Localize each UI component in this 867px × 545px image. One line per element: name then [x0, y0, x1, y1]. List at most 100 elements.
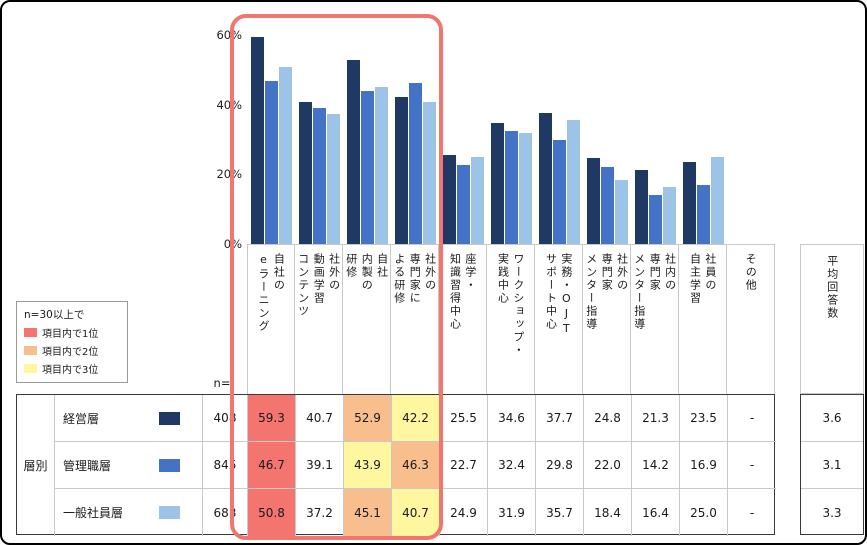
column-header: その他	[727, 244, 775, 394]
legend-item-rank3: 項目内で3位	[24, 361, 120, 376]
bar-一般社員層	[278, 67, 292, 244]
bar-group	[295, 35, 343, 244]
bar-経営層	[346, 59, 360, 244]
column-header: 社内の 専門家 メンター指導	[631, 244, 679, 394]
value-cell: 40.7	[392, 489, 440, 536]
value-cell: 46.7	[248, 442, 296, 489]
rank2-color-swatch	[24, 346, 37, 355]
value-cell: 32.4	[488, 442, 536, 489]
bar-一般社員層	[614, 179, 628, 244]
y-axis-tick: 20%	[216, 167, 242, 181]
column-header: 社外の 専門家に よる研修	[391, 244, 439, 394]
value-cell: 14.2	[632, 442, 680, 489]
legend-label: 項目内で3位	[42, 365, 99, 376]
column-header: 自社 内製の 研修	[343, 244, 391, 394]
bar-一般社員層	[374, 86, 388, 244]
bar-group	[679, 35, 727, 244]
value-cell: -	[728, 442, 776, 489]
bar-管理職層	[264, 81, 278, 244]
n-value-cell: 408	[203, 395, 248, 442]
bar-経営層	[538, 112, 552, 244]
bar-一般社員層	[710, 156, 724, 244]
n-equals-label: n=	[213, 376, 231, 390]
bar-一般社員層	[422, 102, 436, 244]
bar-経営層	[250, 37, 264, 244]
average-table: 3.6 3.1 3.3	[800, 394, 864, 535]
average-value-cell: 3.1	[801, 442, 863, 489]
column-header: 社外の 専門家 メンター指導	[583, 244, 631, 394]
bar-経営層	[394, 97, 408, 244]
bar-一般社員層	[326, 114, 340, 244]
bar-group	[439, 35, 487, 244]
legend-label: 項目内で1位	[42, 329, 99, 340]
bar-管理職層	[504, 131, 518, 244]
n-value-cell: 683	[203, 489, 248, 536]
value-cell: 23.5	[680, 395, 728, 442]
value-cell: 24.9	[440, 489, 488, 536]
bar-経営層	[490, 123, 504, 244]
value-cell: 52.9	[344, 395, 392, 442]
series-swatch	[159, 411, 180, 425]
bar-経営層	[442, 155, 456, 244]
rank3-color-swatch	[24, 364, 37, 373]
bar-経営層	[298, 102, 312, 244]
average-header-label: 平均回答数	[825, 255, 839, 320]
row-group-label: 層別	[17, 395, 55, 536]
value-cell: 16.4	[632, 489, 680, 536]
bar-管理職層	[696, 185, 710, 244]
legend-label: 項目内で2位	[42, 347, 99, 358]
layer-name: 経営層	[63, 411, 100, 426]
value-cell: 24.8	[584, 395, 632, 442]
value-cell: -	[749, 505, 755, 520]
layer-name-cell: 経営層	[55, 395, 203, 442]
layer-name-cell: 管理職層	[55, 442, 203, 489]
legend-item-rank1: 項目内で1位	[24, 325, 120, 340]
bar-group	[343, 35, 391, 244]
bar-管理職層	[408, 82, 422, 244]
value-cell: 31.9	[488, 489, 536, 536]
bar-一般社員層	[470, 157, 484, 244]
value-cell: 50.8	[248, 489, 296, 536]
value-cell: 21.3	[632, 395, 680, 442]
rank1-color-swatch	[24, 328, 37, 337]
bar-group	[535, 35, 583, 244]
column-header: 座学・ 知識習得中心	[439, 244, 487, 394]
value-cell: 59.3	[248, 395, 296, 442]
value-cell: 22.0	[584, 442, 632, 489]
bar-group	[247, 35, 295, 244]
bar-一般社員層	[566, 119, 580, 244]
bar-経営層	[586, 157, 600, 244]
bar-group	[487, 35, 535, 244]
bar-管理職層	[648, 194, 662, 244]
column-header: 自社の eラーニング	[247, 244, 295, 394]
column-header: 実務・OJT サポート中心	[535, 244, 583, 394]
rank-legend: n=30以上で 項目内で1位 項目内で2位 項目内で3位	[16, 301, 128, 383]
bar-group	[583, 35, 631, 244]
average-column-header: 平均回答数	[800, 244, 864, 394]
y-axis-tick: 0%	[223, 237, 242, 251]
value-cell: 16.9	[680, 442, 728, 489]
column-header: 社外の 動画学習 コンテンツ	[295, 244, 343, 394]
bar-group	[391, 35, 439, 244]
layer-name-cell: 一般社員層	[55, 489, 203, 536]
column-header: ワークショップ・ 実践中心	[487, 244, 535, 394]
bar-管理職層	[456, 164, 470, 244]
value-cell: 46.3	[392, 442, 440, 489]
value-cell: 37.7	[536, 395, 584, 442]
bar-経営層	[682, 162, 696, 244]
value-cell: 29.8	[536, 442, 584, 489]
series-swatch	[159, 458, 180, 472]
value-cell: 25.0	[680, 489, 728, 536]
bar-一般社員層	[518, 132, 532, 244]
column-header: 社員の 自主学習	[679, 244, 727, 394]
layer-name: 管理職層	[63, 458, 112, 473]
layer-name: 一般社員層	[63, 506, 124, 520]
bar-管理職層	[312, 107, 326, 244]
value-cell: 37.2	[296, 489, 344, 536]
value-cell: 25.5	[440, 395, 488, 442]
value-cell: 42.2	[392, 395, 440, 442]
legend-title: n=30以上で	[24, 309, 85, 321]
average-value-cell: 3.3	[822, 505, 842, 520]
value-cell: -	[728, 395, 776, 442]
